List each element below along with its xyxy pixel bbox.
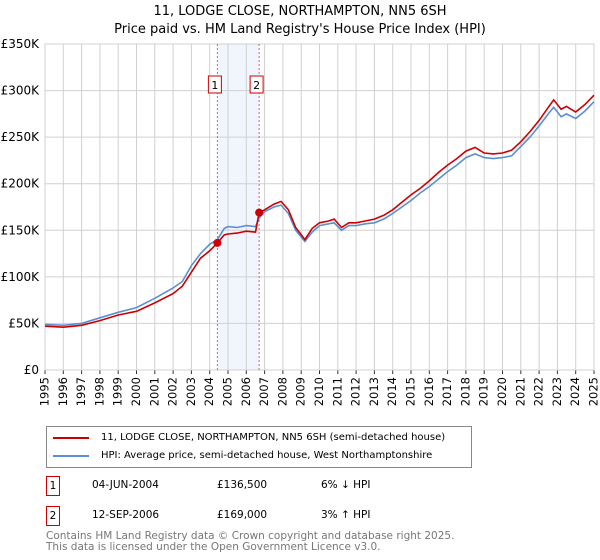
y-tick-label: £350K <box>1 37 41 51</box>
x-tick-label: 2009 <box>294 377 308 406</box>
subtitle-line: Price paid vs. HM Land Registry's House … <box>114 22 486 37</box>
sale-point <box>255 208 264 217</box>
y-tick-label: £300K <box>1 84 41 98</box>
footer-line: This data is licensed under the Open Gov… <box>46 541 381 553</box>
sale-period-shading <box>217 44 260 370</box>
x-tick-label: 1997 <box>74 377 88 406</box>
x-tick-label: 2006 <box>239 377 253 406</box>
chart-title: 11, LODGE CLOSE, NORTHAMPTON, NN5 6SH Pr… <box>0 3 600 39</box>
x-tick-label: 2012 <box>349 377 363 406</box>
x-tick-label: 2013 <box>367 377 381 406</box>
x-tick-label: 2017 <box>440 377 454 406</box>
sale-marker-badge: 2 <box>46 506 60 526</box>
x-tick-label: 1995 <box>38 377 52 406</box>
x-tick-label: 2001 <box>147 377 161 406</box>
x-tick-label: 2022 <box>532 377 546 406</box>
sale-label-box <box>249 75 264 94</box>
y-tick-label: £100K <box>1 270 41 284</box>
y-tick-label: £200K <box>1 177 41 191</box>
x-tick-label: 2011 <box>330 377 344 406</box>
x-tick-label: 2014 <box>385 377 399 406</box>
footer-line: Contains HM Land Registry data © Crown c… <box>46 530 455 542</box>
x-tick-label: 2016 <box>422 377 436 406</box>
sale-label: 2 <box>253 79 260 92</box>
sale-marker-badge: 1 <box>46 476 60 496</box>
sale-label: 1 <box>211 79 218 92</box>
y-tick-label: £150K <box>1 223 41 237</box>
x-tick-label: 2004 <box>202 377 216 406</box>
table-row: 2 12-SEP-2006 £169,000 3% ↑ HPI <box>46 506 446 526</box>
footer: Contains HM Land Registry data © Crown c… <box>46 531 454 553</box>
sale-hpi-diff: 3% ↑ HPI <box>321 509 371 521</box>
x-tick-label: 2025 <box>587 377 600 406</box>
x-tick-label: 2018 <box>458 377 472 406</box>
x-tick-label: 1998 <box>92 377 106 406</box>
sale-point <box>213 238 222 247</box>
legend-item-property: 11, LODGE CLOSE, NORTHAMPTON, NN5 6SH (s… <box>53 432 445 443</box>
x-tick-label: 2002 <box>166 377 180 406</box>
hpi-series-line <box>44 101 595 327</box>
x-tick-label: 2003 <box>184 377 198 406</box>
x-tick-label: 2020 <box>495 377 509 406</box>
table-row: 1 04-JUN-2004 £136,500 6% ↓ HPI <box>46 476 446 496</box>
sale-date: 04-JUN-2004 <box>92 479 159 491</box>
plot-frame <box>44 43 595 371</box>
y-tick-label: £50K <box>8 316 40 330</box>
sale-price: £136,500 <box>217 479 268 491</box>
x-tick-label: 2015 <box>404 377 418 406</box>
x-tick-label: 2019 <box>477 377 491 406</box>
legend-swatch-red <box>53 436 89 439</box>
x-tick-label: 2000 <box>129 377 143 406</box>
x-tick-label: 2010 <box>312 377 326 406</box>
sale-date: 12-SEP-2006 <box>92 509 160 521</box>
x-tick-label: 2024 <box>568 377 582 406</box>
sale-hpi-diff: 6% ↓ HPI <box>321 479 371 491</box>
x-tick-label: 1996 <box>56 377 70 406</box>
y-tick-label: £250K <box>1 130 41 144</box>
legend-label: 11, LODGE CLOSE, NORTHAMPTON, NN5 6SH (s… <box>101 432 446 443</box>
title-line: 11, LODGE CLOSE, NORTHAMPTON, NN5 6SH <box>153 4 447 19</box>
x-tick-label: 1999 <box>111 377 125 406</box>
x-tick-label: 2021 <box>513 377 527 406</box>
legend-label: HPI: Average price, semi-detached house,… <box>101 450 433 461</box>
x-tick-label: 2023 <box>550 377 564 406</box>
legend: 11, LODGE CLOSE, NORTHAMPTON, NN5 6SH (s… <box>46 426 472 468</box>
sale-price: £169,000 <box>217 509 268 521</box>
x-tick-label: 2007 <box>257 377 271 406</box>
x-tick-label: 2005 <box>221 377 235 406</box>
y-tick-label: £0 <box>24 363 39 377</box>
legend-item-hpi: HPI: Average price, semi-detached house,… <box>53 450 432 461</box>
legend-swatch-blue <box>53 454 89 457</box>
price-chart: 1995 1996 1997 1998 1999 2000 2001 2002 2003 2004… <box>1 37 600 406</box>
property-series-line <box>44 94 595 329</box>
sale-label-box <box>207 75 222 94</box>
x-tick-label: 2008 <box>275 377 289 406</box>
